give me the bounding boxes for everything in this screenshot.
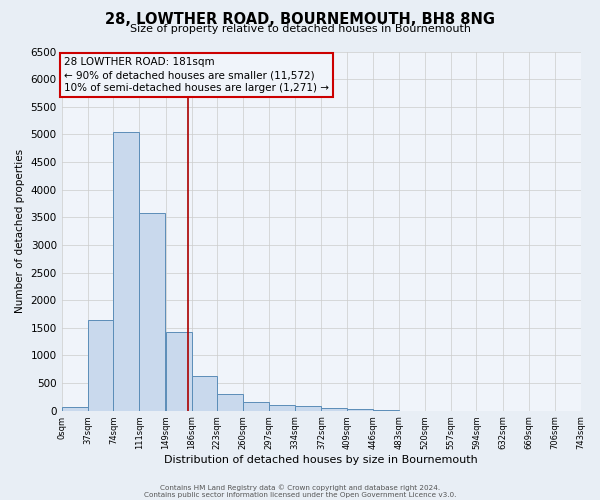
Text: 28, LOWTHER ROAD, BOURNEMOUTH, BH8 8NG: 28, LOWTHER ROAD, BOURNEMOUTH, BH8 8NG xyxy=(105,12,495,28)
Text: 28 LOWTHER ROAD: 181sqm
← 90% of detached houses are smaller (11,572)
10% of sem: 28 LOWTHER ROAD: 181sqm ← 90% of detache… xyxy=(64,57,329,94)
X-axis label: Distribution of detached houses by size in Bournemouth: Distribution of detached houses by size … xyxy=(164,455,478,465)
Y-axis label: Number of detached properties: Number of detached properties xyxy=(15,149,25,313)
Bar xyxy=(347,409,373,410)
Bar xyxy=(113,132,139,410)
Text: Size of property relative to detached houses in Bournemouth: Size of property relative to detached ho… xyxy=(130,24,470,34)
Bar xyxy=(217,394,243,410)
Bar xyxy=(62,406,88,410)
Bar xyxy=(191,376,217,410)
Text: Contains HM Land Registry data © Crown copyright and database right 2024.: Contains HM Land Registry data © Crown c… xyxy=(160,484,440,491)
Text: Contains public sector information licensed under the Open Government Licence v3: Contains public sector information licen… xyxy=(144,492,456,498)
Bar xyxy=(322,408,347,410)
Bar xyxy=(243,402,269,410)
Bar xyxy=(139,213,165,410)
Bar xyxy=(88,320,113,410)
Bar xyxy=(269,404,295,410)
Bar xyxy=(166,332,191,410)
Bar xyxy=(295,406,321,410)
